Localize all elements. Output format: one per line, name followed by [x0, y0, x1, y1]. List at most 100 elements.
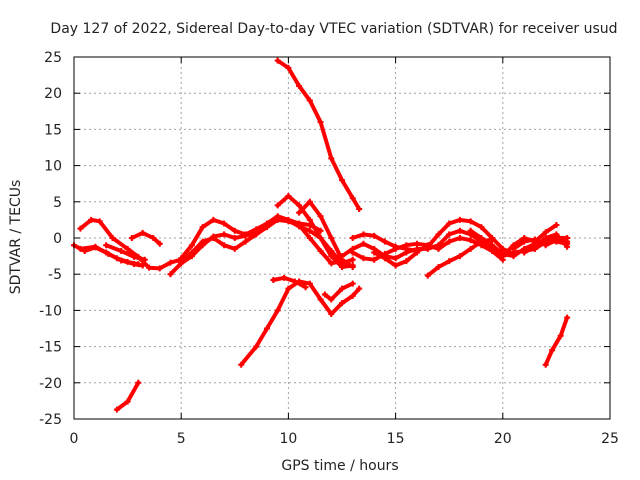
- data-point: [274, 307, 281, 314]
- data-point: [274, 202, 281, 209]
- data-point: [92, 243, 99, 250]
- axis-ticks: 0 5 10 15 20 25 25 20 15 10 5 0 -5 -10 -15 -20 -25: [39, 50, 619, 447]
- data-point: [317, 213, 324, 220]
- data-point: [221, 242, 228, 249]
- data-point: [296, 82, 303, 89]
- x-tick-label: 5: [177, 431, 186, 447]
- data-point: [103, 242, 110, 249]
- data-point: [424, 242, 431, 249]
- data-point: [146, 264, 153, 271]
- data-point: [302, 284, 309, 291]
- data-point: [328, 311, 335, 318]
- data-point: [403, 242, 410, 249]
- series-line: [543, 315, 570, 367]
- series-arc-11: [296, 198, 356, 270]
- data-point: [339, 253, 345, 260]
- y-tick-label: 0: [53, 231, 62, 247]
- data-point: [339, 285, 345, 292]
- data-point: [559, 238, 566, 245]
- data-point: [489, 242, 496, 249]
- data-point: [317, 235, 324, 241]
- series-arc-15: [321, 280, 356, 303]
- chart-title: Day 127 of 2022, Sidereal Day-to-day VTE…: [50, 21, 617, 37]
- data-point: [199, 238, 206, 245]
- x-tick-label: 20: [494, 431, 512, 447]
- data-point: [489, 236, 496, 243]
- data-point: [531, 243, 538, 250]
- data-point: [242, 231, 249, 238]
- data-point: [221, 220, 228, 227]
- data-point: [542, 235, 549, 241]
- series-line: [104, 243, 147, 262]
- data-point: [499, 245, 506, 252]
- data-point: [392, 245, 399, 252]
- data-point: [139, 229, 146, 236]
- data-point: [131, 261, 138, 268]
- series-line: [179, 217, 344, 266]
- data-point: [456, 227, 463, 234]
- data-point: [392, 255, 399, 262]
- data-point: [231, 235, 238, 241]
- data-point: [349, 263, 356, 270]
- y-tick-label: -20: [39, 376, 62, 392]
- data-point: [564, 243, 571, 250]
- data-point: [360, 240, 367, 247]
- data-point: [467, 237, 474, 244]
- data-point: [542, 229, 549, 236]
- data-point: [403, 258, 410, 265]
- data-point: [381, 238, 388, 245]
- data-point: [371, 232, 378, 239]
- series-line: [468, 228, 570, 259]
- data-point: [118, 248, 125, 255]
- data-point: [339, 300, 345, 307]
- y-tick-label: 20: [44, 86, 62, 102]
- data-point: [371, 249, 378, 256]
- data-point: [317, 296, 324, 303]
- data-point: [253, 226, 260, 233]
- data-point: [221, 231, 228, 238]
- data-point: [446, 238, 453, 245]
- data-point: [349, 249, 356, 256]
- data-point: [328, 253, 335, 260]
- data-point: [210, 216, 217, 223]
- data-point: [328, 235, 335, 241]
- series-line: [275, 194, 355, 269]
- data-point: [489, 248, 496, 255]
- y-tick-label: -25: [39, 412, 62, 428]
- data-point: [553, 237, 560, 244]
- data-point: [521, 238, 528, 245]
- x-tick-label: 0: [70, 431, 79, 447]
- x-tick-label: 25: [601, 431, 619, 447]
- data-point: [339, 177, 345, 184]
- data-point: [231, 227, 238, 234]
- data-point: [77, 245, 84, 252]
- data-point: [291, 278, 298, 285]
- data-point: [285, 64, 292, 71]
- data-point: [467, 245, 474, 252]
- data-point: [456, 216, 463, 223]
- data-point: [296, 209, 303, 216]
- series-arc-4: [103, 242, 148, 263]
- data-point: [285, 285, 292, 292]
- data-point: [306, 227, 313, 234]
- data-point: [549, 347, 556, 354]
- y-tick-label: -5: [48, 267, 62, 283]
- series-line: [322, 281, 355, 302]
- series-arc-13: [238, 278, 363, 368]
- series-arc-25: [542, 314, 571, 368]
- data-point: [478, 235, 485, 241]
- data-point: [435, 245, 442, 252]
- data-point: [371, 256, 378, 263]
- data-point: [424, 272, 431, 279]
- series-arc-20: [424, 236, 496, 279]
- data-point: [296, 221, 303, 228]
- series-arc-5: [128, 229, 163, 247]
- data-point: [456, 235, 463, 241]
- series-line: [275, 58, 362, 211]
- data-point: [141, 256, 148, 263]
- series-line: [239, 279, 362, 367]
- data-point: [150, 235, 157, 241]
- data-point: [328, 260, 335, 267]
- series-line: [78, 217, 184, 271]
